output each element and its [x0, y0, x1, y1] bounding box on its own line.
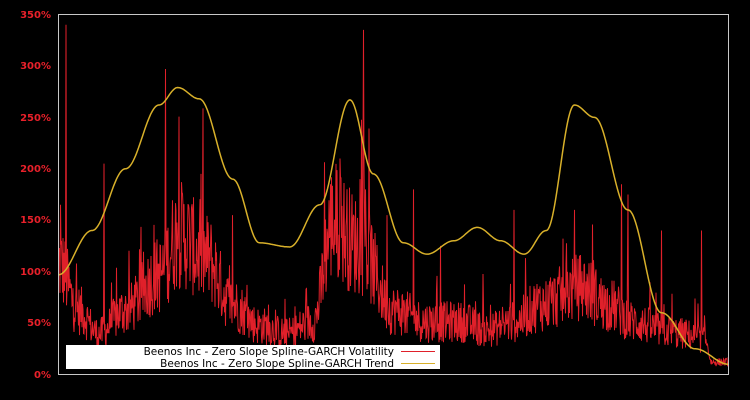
y-tick-label: 0% — [34, 370, 51, 381]
plot-area — [58, 24, 729, 367]
y-tick-label: 150% — [20, 215, 51, 226]
y-tick-label: 250% — [20, 113, 51, 124]
y-tick-label: 200% — [20, 164, 51, 175]
legend-label-volatility: Beenos Inc - Zero Slope Spline-GARCH Vol… — [144, 346, 394, 358]
y-axis-tick-labels: 350% 300% 250% 200% 150% 100% 50% 0% — [20, 10, 51, 381]
y-tick-label: 50% — [27, 318, 51, 329]
volatility-series-line — [58, 24, 729, 367]
legend-label-trend: Beenos Inc - Zero Slope Spline-GARCH Tre… — [160, 358, 394, 370]
trend-series-line — [58, 86, 729, 365]
y-tick-label: 100% — [20, 267, 51, 278]
y-tick-label: 300% — [20, 61, 51, 72]
legend-box — [66, 345, 440, 369]
plot-frame — [58, 14, 729, 375]
legend: Beenos Inc - Zero Slope Spline-GARCH Vol… — [66, 345, 440, 370]
y-tick-label: 350% — [20, 10, 51, 21]
